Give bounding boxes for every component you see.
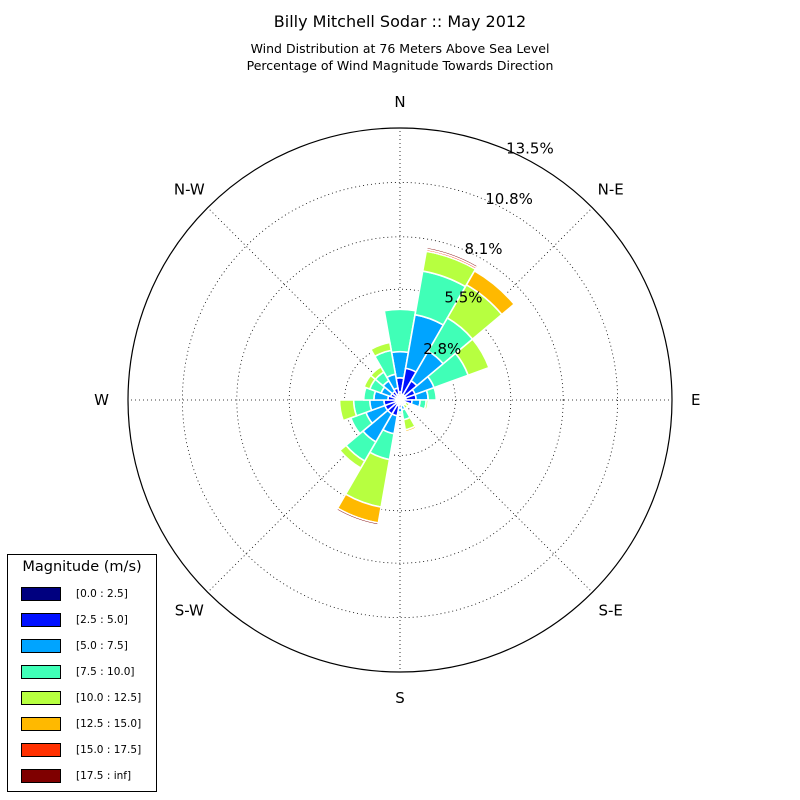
wind-sector-segment (465, 269, 516, 316)
wind-sector-segment (404, 425, 418, 433)
angular-grid-line (207, 207, 401, 401)
radial-grid-circle (181, 181, 619, 619)
direction-label: N-W (174, 180, 205, 198)
legend-swatch (21, 587, 61, 601)
wind-sector-segment (338, 444, 366, 470)
legend-title: Magnitude (m/s) (22, 559, 142, 575)
wind-sector-segment (425, 246, 479, 269)
wind-sector-segment (425, 386, 438, 401)
legend-entry: [12.5 : 15.0] (21, 717, 151, 733)
legend-entry: [5.0 : 7.5] (21, 639, 151, 655)
legend-swatch (21, 613, 61, 627)
angular-grid-line (399, 399, 593, 593)
direction-label: N (394, 93, 405, 111)
radial-tick-label: 10.8% (485, 190, 533, 208)
legend-swatch (21, 717, 61, 731)
wind-sector-segment (423, 399, 430, 411)
radial-grid-circle (236, 236, 564, 564)
legend-label: [17.5 : inf] (76, 770, 132, 782)
wind-sector-segment (338, 399, 358, 422)
angular-grid-line (207, 399, 401, 593)
wind-sector-segment (369, 341, 393, 358)
legend-label: [10.0 : 12.5] (76, 692, 142, 704)
legend-label: [7.5 : 10.0] (76, 666, 135, 678)
legend-entry: [0.0 : 2.5] (21, 587, 151, 603)
direction-label: S-E (599, 602, 623, 620)
direction-label: S (395, 689, 405, 707)
legend-swatch (21, 665, 61, 679)
chart-subtitle-line-1: Wind Distribution at 76 Meters Above Sea… (250, 41, 550, 56)
legend-entry: [15.0 : 17.5] (21, 743, 151, 759)
radial-tick-label: 5.5% (444, 289, 482, 307)
direction-label: S-W (175, 602, 204, 620)
chart-subtitle-line-2: Percentage of Wind Magnitude Towards Dir… (246, 58, 554, 73)
legend-entry: [7.5 : 10.0] (21, 665, 151, 681)
wind-sector-segment (454, 338, 491, 377)
legend-swatch (21, 639, 61, 653)
legend-swatch (21, 691, 61, 705)
legend-entry: [17.5 : inf] (21, 769, 151, 785)
legend-label: [2.5 : 5.0] (76, 614, 128, 626)
radial-tick-label: 13.5% (506, 140, 554, 158)
radial-tick-label: 2.8% (423, 340, 461, 358)
legend-swatch (21, 743, 61, 757)
legend-swatch (21, 769, 61, 783)
magnitude-legend: Magnitude (m/s) [0.0 : 2.5] [2.5 : 5.0] [5… (7, 554, 157, 792)
direction-label: N-E (598, 180, 624, 198)
wind-sector-segment (335, 507, 380, 526)
legend-label: [12.5 : 15.0] (76, 718, 142, 730)
legend-entry: [10.0 : 12.5] (21, 691, 151, 707)
legend-label: [15.0 : 17.5] (76, 744, 142, 756)
direction-label: W (94, 391, 109, 409)
legend-label: [5.0 : 7.5] (76, 640, 128, 652)
direction-label: E (691, 391, 700, 409)
radial-grid-circle (288, 288, 512, 512)
chart-title: Billy Mitchell Sodar :: May 2012 (273, 12, 527, 31)
radial-tick-label: 8.1% (464, 240, 502, 258)
legend-entry: [2.5 : 5.0] (21, 613, 151, 629)
legend-label: [0.0 : 2.5] (76, 588, 128, 600)
